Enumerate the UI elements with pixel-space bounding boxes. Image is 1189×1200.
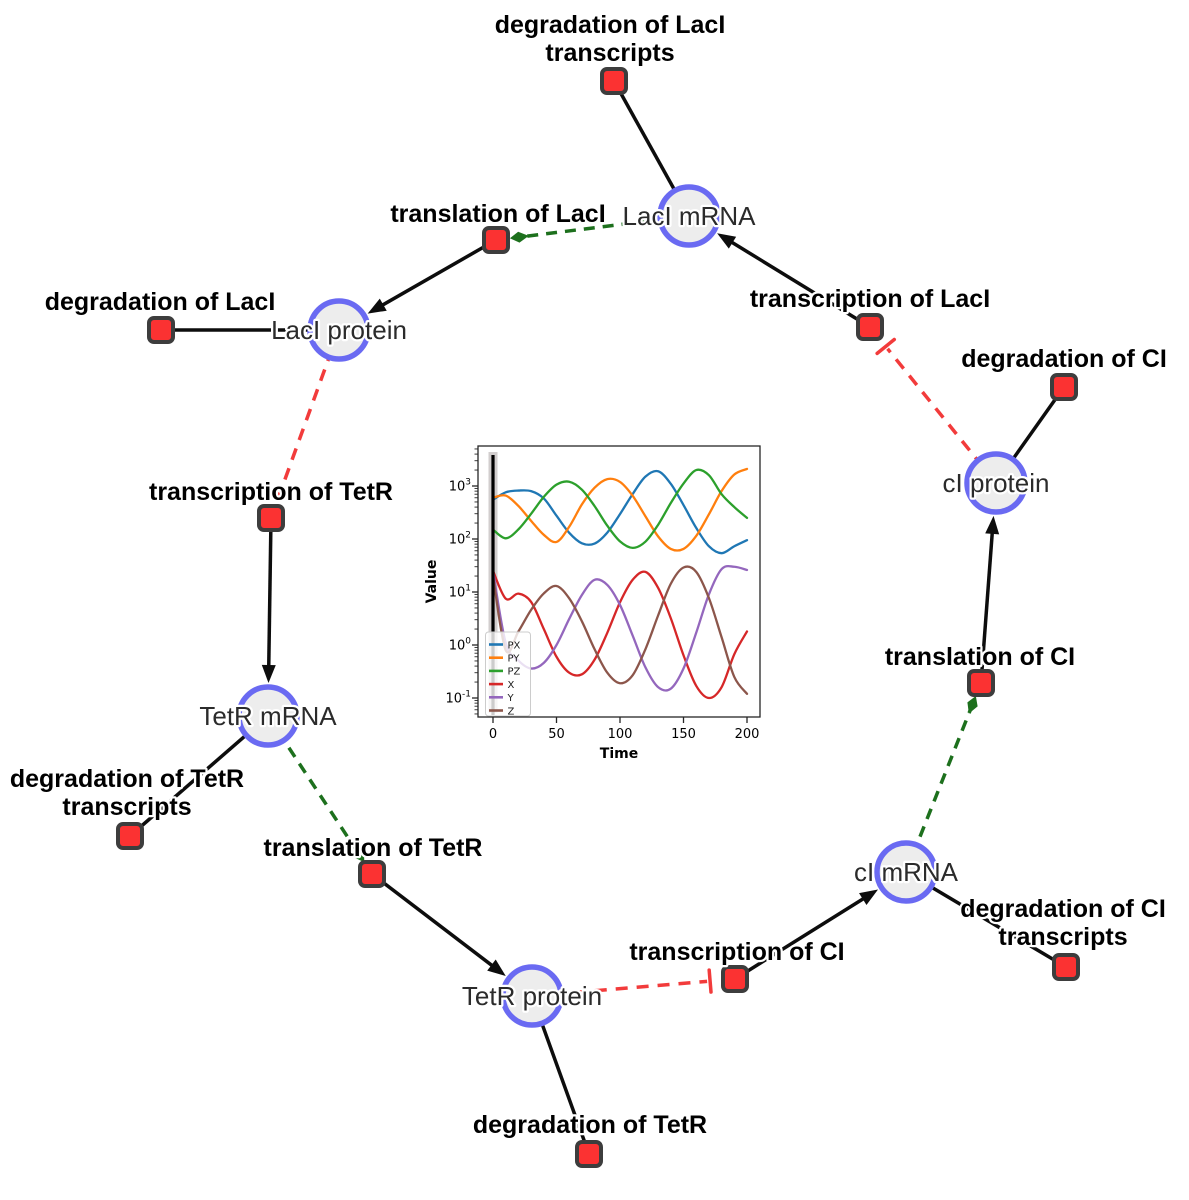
species-node-laci_mrna[interactable] bbox=[657, 184, 721, 248]
reaction-node-deg_ci_tx[interactable] bbox=[1052, 953, 1080, 981]
chart-x-axis-label: Time bbox=[600, 746, 638, 762]
labels-layer: degradation of LacItranscriptstranslatio… bbox=[8, 9, 1169, 1142]
edge-transl_ci-to-ci_protein bbox=[979, 526, 995, 684]
x-tick-label: 100 bbox=[608, 727, 633, 742]
legend-label-Y: Y bbox=[507, 693, 515, 704]
x-tick-label: 50 bbox=[548, 727, 565, 742]
reaction-node-transl_ci[interactable] bbox=[967, 669, 995, 697]
reaction-node-txn_ci[interactable] bbox=[721, 965, 749, 993]
reaction-node-deg_laci[interactable] bbox=[147, 316, 175, 344]
reaction-label-transl_tetr: translation of TetR bbox=[264, 834, 483, 862]
species-label-tetr_mrna: TetR mRNA bbox=[199, 701, 337, 731]
reaction-label-deg_ci_tx: degradation of CI bbox=[960, 895, 1166, 923]
reaction-node-txn_tetr[interactable] bbox=[257, 504, 285, 532]
y-tick-label: 103 bbox=[449, 478, 471, 495]
reaction-label-txn_laci: transcription of LacI bbox=[750, 285, 990, 313]
chart-plot-border bbox=[477, 445, 761, 718]
reaction-label-transl_ci: translation of CI bbox=[885, 643, 1075, 671]
chart-series-PY bbox=[491, 467, 749, 552]
reaction-label-deg_laci_tx: transcripts bbox=[545, 39, 674, 67]
edge-tetr_protein-to-txn_ci-tbar-icon bbox=[707, 968, 713, 994]
y-tick-label: 100 bbox=[449, 637, 472, 654]
chart-legend: PX PY PZ XYZ bbox=[485, 631, 531, 717]
edge-txn_laci-to-laci_mrna-arrowhead-icon bbox=[717, 233, 737, 249]
x-tick-label: 200 bbox=[735, 727, 760, 742]
reaction-node-txn_laci[interactable] bbox=[856, 313, 884, 341]
reaction-label-deg_tetr_tx: transcripts bbox=[62, 793, 191, 821]
edge-txn_ci-to-ci_mrna bbox=[734, 893, 870, 981]
edge-txn_tetr-to-tetr_mrna-arrowhead-icon bbox=[261, 664, 276, 684]
chart-series-X bbox=[491, 569, 749, 700]
edge-transl_laci-to-laci_protein bbox=[376, 238, 497, 310]
reaction-label-deg_ci_tx: transcripts bbox=[998, 923, 1127, 951]
chart-series-group bbox=[491, 467, 749, 700]
edge-ci_protein-to-txn_laci-tbar-icon bbox=[875, 337, 897, 356]
legend-label-X: X bbox=[508, 680, 515, 691]
legend-label-PZ: PZ bbox=[508, 667, 521, 678]
reaction-label-deg_laci: degradation of LacI bbox=[45, 288, 276, 316]
legend-label-PY: PY bbox=[508, 654, 521, 665]
species-node-ci_protein[interactable] bbox=[964, 451, 1028, 515]
nodes-layer bbox=[116, 67, 1080, 1168]
reaction-label-transl_laci: translation of LacI bbox=[390, 200, 605, 228]
reaction-node-transl_tetr[interactable] bbox=[358, 860, 386, 888]
y-tick-label: 102 bbox=[449, 531, 471, 548]
chart-series-PZ bbox=[491, 468, 749, 550]
species-node-laci_protein[interactable] bbox=[307, 298, 371, 362]
edge-transl_tetr-to-tetr_protein bbox=[370, 872, 499, 971]
species-node-tetr_protein[interactable] bbox=[500, 964, 564, 1028]
edge-transl_tetr-to-tetr_protein-arrowhead-icon bbox=[487, 959, 506, 976]
species-label-laci_protein: LacI protein bbox=[271, 315, 407, 345]
reaction-label-deg_tetr: degradation of TetR bbox=[473, 1111, 707, 1139]
species-label-ci_mrna: cI mRNA bbox=[854, 857, 959, 887]
chart: PX PY PZ XYZ 10-1 100 101 102 103 0 50 100 150 200 Tim… bbox=[424, 445, 761, 762]
reaction-node-deg_tetr[interactable] bbox=[575, 1140, 603, 1168]
chart-legend-box bbox=[485, 631, 531, 717]
x-tick-label: 150 bbox=[671, 727, 696, 742]
species-label-laci_mrna: LacI mRNA bbox=[623, 201, 757, 231]
reaction-label-txn_tetr: transcription of TetR bbox=[149, 478, 393, 506]
edge-txn_laci-to-laci_mrna bbox=[725, 237, 871, 329]
reaction-label-deg_ci: degradation of CI bbox=[961, 345, 1167, 373]
legend-label-Z: Z bbox=[508, 706, 515, 717]
reaction-node-transl_laci[interactable] bbox=[482, 226, 510, 254]
reaction-node-deg_ci[interactable] bbox=[1050, 373, 1078, 401]
edge-transl_ci-to-ci_protein-arrowhead-icon bbox=[985, 515, 1000, 535]
edge-txn_tetr-to-tetr_mrna bbox=[266, 517, 273, 673]
species-label-tetr_protein: TetR protein bbox=[462, 981, 602, 1011]
chart-series-Z bbox=[491, 565, 749, 695]
chart-series-PX bbox=[491, 469, 749, 555]
x-tick-label: 0 bbox=[489, 727, 497, 742]
edge-laci_mrna-to-transl_laci-arrowhead-icon bbox=[509, 231, 529, 243]
species-label-ci_protein: cI protein bbox=[943, 468, 1050, 498]
edge-transl_laci-to-laci_protein-arrowhead-icon bbox=[367, 298, 387, 314]
edge-txn_ci-to-ci_mrna-arrowhead-icon bbox=[859, 889, 879, 905]
legend-label-PX: PX bbox=[508, 640, 521, 651]
chart-y-axis-label: Value bbox=[424, 560, 440, 604]
edge-tetr_mrna-to-transl_tetr-arrowhead-icon bbox=[353, 846, 365, 863]
chart-series-Y bbox=[491, 564, 749, 692]
reaction-node-deg_laci_tx[interactable] bbox=[600, 67, 628, 95]
y-tick-label: 101 bbox=[449, 584, 471, 601]
edge-ci_mrna-to-transl_ci-arrowhead-icon bbox=[967, 696, 978, 714]
reaction-label-txn_ci: transcription of CI bbox=[629, 938, 844, 966]
reaction-label-deg_laci_tx: degradation of LacI bbox=[495, 11, 726, 39]
reaction-node-deg_tetr_tx[interactable] bbox=[116, 822, 144, 850]
y-tick-label: 10-1 bbox=[445, 690, 471, 707]
species-node-ci_mrna[interactable] bbox=[874, 840, 938, 904]
species-node-tetr_mrna[interactable] bbox=[236, 684, 300, 748]
reaction-label-deg_tetr_tx: degradation of TetR bbox=[10, 765, 244, 793]
edge-laci_protein-to-txn_tetr-tbar-icon bbox=[267, 488, 292, 500]
